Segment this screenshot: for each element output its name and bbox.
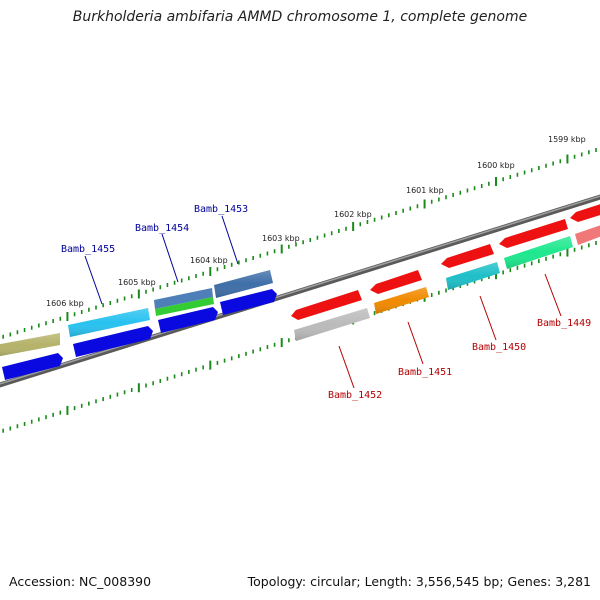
kbp-label-1600: 1600 kbp xyxy=(477,161,515,170)
gene-label-leaders xyxy=(84,215,562,389)
gene-block[interactable] xyxy=(370,270,422,294)
gene-block[interactable] xyxy=(441,244,494,268)
kbp-label-1601: 1601 kbp xyxy=(406,186,444,195)
gene-label-bamb-1452[interactable]: Bamb_1452 xyxy=(328,390,382,401)
gene-label-bamb-1453[interactable]: Bamb_1453 xyxy=(194,204,248,215)
tick-row-top xyxy=(2,148,597,339)
topology-text: Topology: circular; Length: 3,556,545 bp… xyxy=(247,574,591,589)
kbp-label-1606: 1606 kbp xyxy=(46,299,84,308)
map-title: Burkholderia ambifaria AMMD chromosome 1… xyxy=(72,9,528,25)
kbp-label-1605: 1605 kbp xyxy=(118,278,156,287)
kbp-label-1603: 1603 kbp xyxy=(262,234,300,243)
gene-block[interactable] xyxy=(155,297,214,316)
gene-block[interactable] xyxy=(291,290,362,320)
gene-block[interactable] xyxy=(570,201,600,222)
gene-label-bamb-1454[interactable]: Bamb_1454 xyxy=(135,223,189,234)
kbp-label-1599: 1599 kbp xyxy=(548,135,586,144)
gene-block[interactable] xyxy=(220,289,277,315)
chromosome-backbone xyxy=(0,194,600,388)
kbp-label-1602: 1602 kbp xyxy=(334,210,372,219)
gene-label-bamb-1455[interactable]: Bamb_1455 xyxy=(61,244,115,255)
gene-block[interactable] xyxy=(2,353,63,380)
gene-block[interactable] xyxy=(73,326,153,357)
gene-block[interactable] xyxy=(154,288,213,309)
gene-label-bamb-1451[interactable]: Bamb_1451 xyxy=(398,367,452,378)
gene-block[interactable] xyxy=(158,307,218,333)
accession-text: Accession: NC_008390 xyxy=(9,574,152,589)
gene-label-bamb-1449[interactable]: Bamb_1449 xyxy=(537,318,591,329)
kbp-label-1604: 1604 kbp xyxy=(190,256,228,265)
gene-blocks xyxy=(0,201,600,380)
gene-block[interactable] xyxy=(575,222,600,245)
gene-labels: Bamb_1455 Bamb_1454 Bamb_1453 Bamb_1452 … xyxy=(61,204,591,401)
gene-label-bamb-1450[interactable]: Bamb_1450 xyxy=(472,342,526,353)
gene-block[interactable] xyxy=(499,219,568,248)
position-labels: 1599 kbp 1600 kbp 1601 kbp 1602 kbp 1603… xyxy=(46,135,586,308)
